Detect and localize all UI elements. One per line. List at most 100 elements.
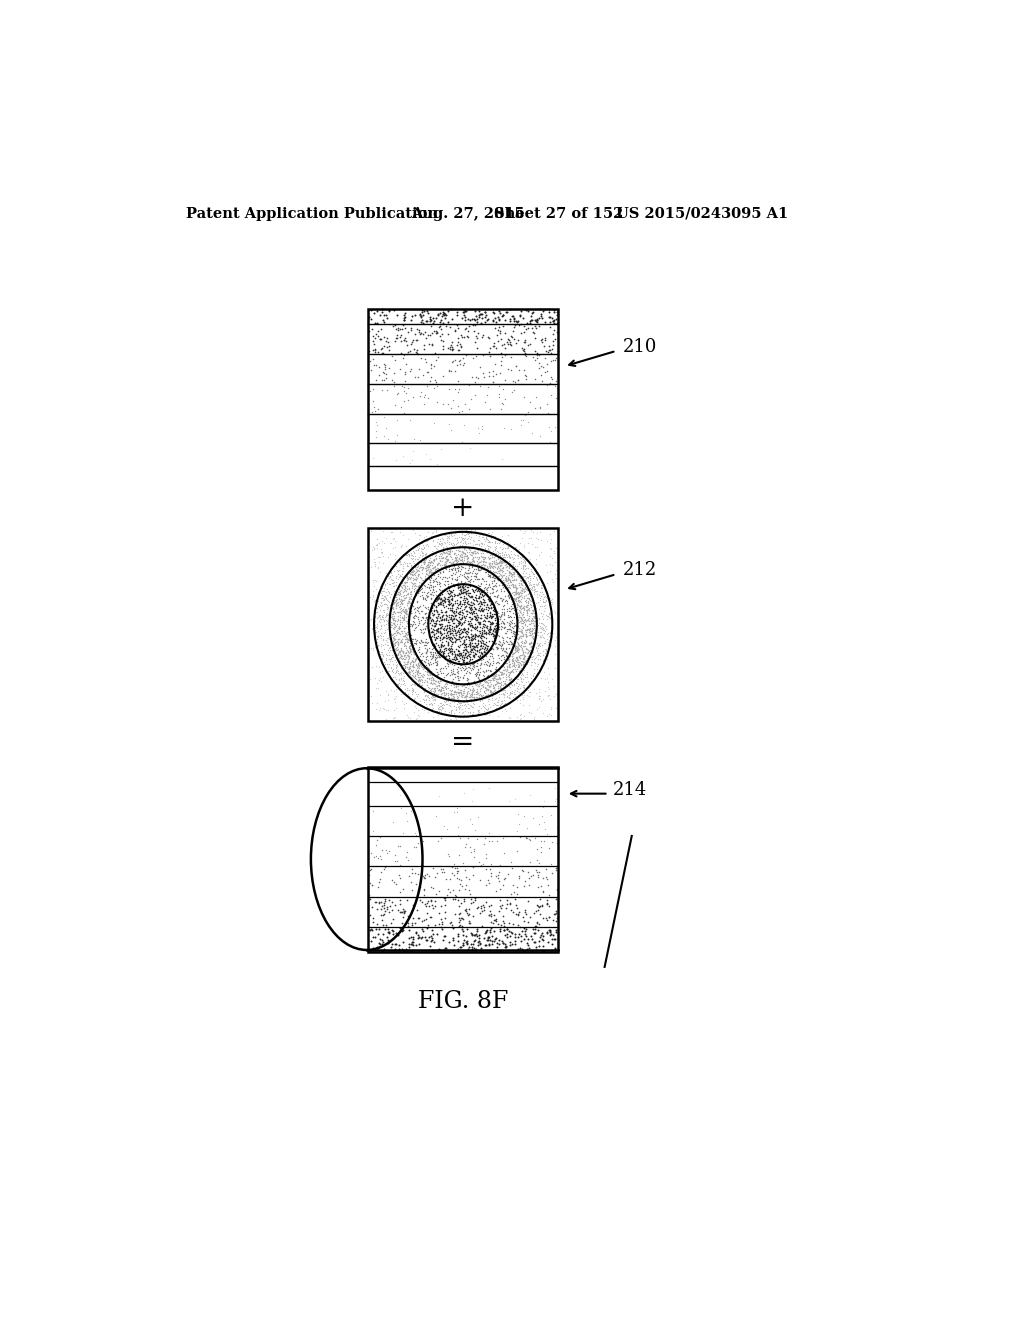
Point bbox=[398, 599, 415, 620]
Point bbox=[442, 640, 459, 661]
Point bbox=[450, 921, 466, 942]
Point bbox=[401, 590, 418, 611]
Point bbox=[485, 333, 502, 354]
Point bbox=[442, 660, 459, 681]
Point bbox=[409, 599, 425, 620]
Point bbox=[390, 642, 407, 663]
Point bbox=[367, 847, 383, 869]
Point bbox=[420, 616, 436, 638]
Point bbox=[516, 360, 532, 381]
Point bbox=[476, 898, 493, 919]
Point bbox=[461, 602, 477, 623]
Point bbox=[519, 605, 536, 626]
Point bbox=[434, 593, 451, 614]
Point bbox=[500, 890, 516, 911]
Point bbox=[403, 319, 420, 341]
Point bbox=[548, 698, 564, 719]
Point bbox=[492, 532, 508, 553]
Point bbox=[406, 632, 422, 653]
Point bbox=[432, 545, 449, 566]
Point bbox=[521, 867, 538, 888]
Point bbox=[498, 543, 514, 564]
Point bbox=[527, 667, 544, 688]
Point bbox=[407, 651, 423, 672]
Point bbox=[391, 651, 408, 672]
Point bbox=[494, 568, 510, 589]
Point bbox=[532, 581, 549, 602]
Point bbox=[440, 582, 457, 603]
Point bbox=[443, 684, 460, 705]
Point bbox=[519, 894, 536, 915]
Point bbox=[487, 556, 504, 577]
Point bbox=[442, 907, 459, 928]
Point bbox=[373, 661, 389, 682]
Point bbox=[498, 664, 514, 685]
Point bbox=[514, 605, 530, 626]
Point bbox=[490, 562, 507, 583]
Point bbox=[534, 940, 550, 961]
Point bbox=[420, 521, 436, 543]
Point bbox=[461, 570, 477, 591]
Point bbox=[482, 643, 499, 664]
Point bbox=[528, 574, 545, 595]
Point bbox=[462, 634, 478, 655]
Point bbox=[512, 568, 528, 589]
Point bbox=[411, 564, 427, 585]
Point bbox=[399, 640, 416, 661]
Point bbox=[404, 801, 421, 822]
Point bbox=[407, 597, 423, 618]
Point bbox=[504, 594, 520, 615]
Point bbox=[389, 325, 406, 346]
Point bbox=[510, 656, 526, 677]
Point bbox=[515, 549, 531, 570]
Point bbox=[489, 861, 506, 882]
Point bbox=[463, 659, 479, 680]
Point bbox=[408, 669, 424, 690]
Point bbox=[451, 525, 467, 546]
Point bbox=[364, 619, 380, 640]
Point bbox=[382, 620, 398, 642]
Point bbox=[413, 644, 429, 665]
Point bbox=[486, 598, 503, 619]
Point bbox=[486, 622, 503, 643]
Point bbox=[373, 593, 389, 614]
Point bbox=[412, 876, 428, 898]
Point bbox=[389, 610, 406, 631]
Point bbox=[386, 939, 402, 960]
Point bbox=[456, 649, 472, 671]
Point bbox=[467, 688, 483, 709]
Point bbox=[495, 639, 511, 660]
Point bbox=[458, 595, 474, 616]
Point bbox=[461, 614, 477, 635]
Point bbox=[500, 665, 516, 686]
Point bbox=[485, 618, 502, 639]
Point bbox=[493, 554, 509, 576]
Point bbox=[522, 635, 539, 656]
Point bbox=[508, 636, 524, 657]
Point bbox=[412, 429, 428, 450]
Point bbox=[482, 597, 499, 618]
Point bbox=[415, 587, 431, 609]
Point bbox=[549, 378, 565, 399]
Point bbox=[422, 906, 438, 927]
Point bbox=[461, 888, 477, 909]
Point bbox=[447, 630, 464, 651]
Point bbox=[516, 554, 532, 576]
Point bbox=[539, 894, 555, 915]
Point bbox=[439, 620, 456, 642]
Point bbox=[421, 940, 437, 961]
Point bbox=[508, 919, 524, 940]
Point bbox=[434, 305, 451, 326]
Point bbox=[455, 657, 471, 678]
Point bbox=[475, 660, 492, 681]
Point bbox=[444, 929, 461, 950]
Point bbox=[503, 572, 519, 593]
Point bbox=[502, 669, 518, 690]
Point bbox=[461, 582, 477, 603]
Point bbox=[508, 564, 524, 585]
Point bbox=[519, 639, 536, 660]
Point bbox=[442, 553, 459, 574]
Point bbox=[442, 523, 459, 544]
Point bbox=[494, 675, 510, 696]
Point bbox=[438, 545, 455, 566]
